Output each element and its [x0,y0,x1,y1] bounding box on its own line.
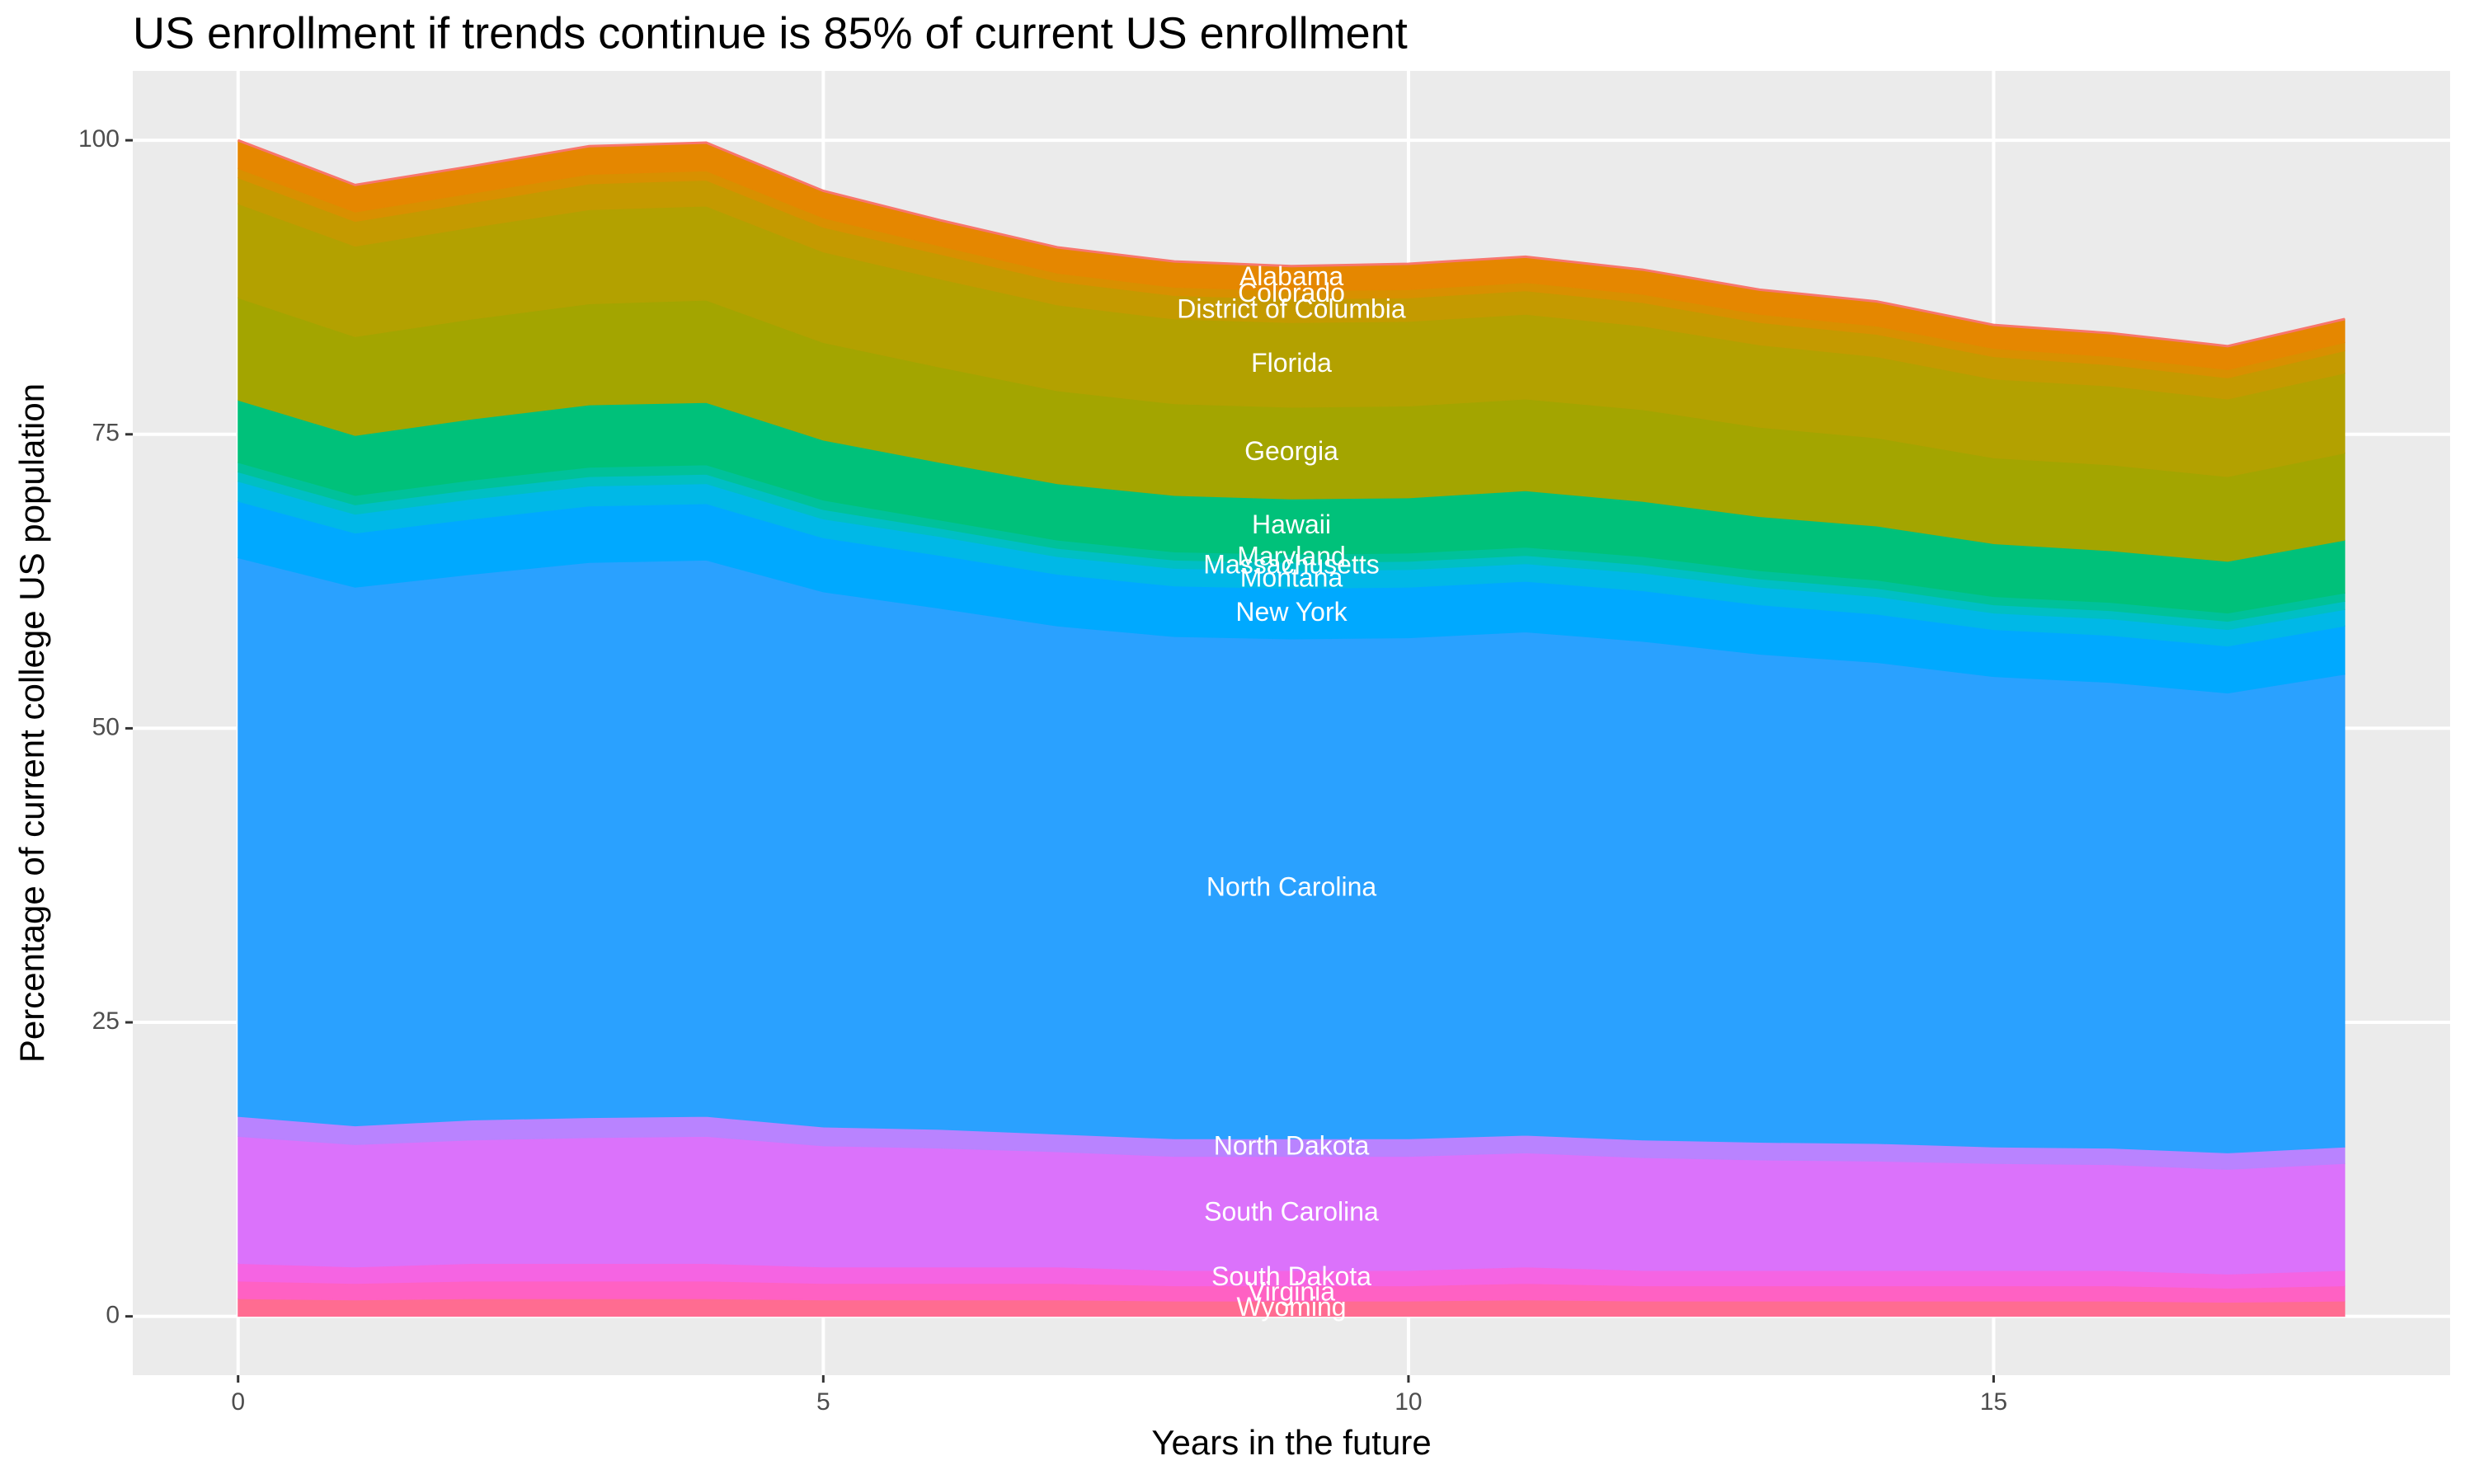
series-label: District of Columbia [1177,294,1406,323]
y-tick-label: 50 [92,713,120,740]
series-label: North Carolina [1206,872,1377,902]
chart-title: US enrollment if trends continue is 85% … [133,8,1408,58]
series-label: Florida [1251,348,1332,378]
y-tick-label: 25 [92,1007,120,1035]
series-label: Colorado [1238,278,1345,308]
top-outline [238,139,2345,348]
series-label: South Dakota [1211,1261,1371,1291]
series-label: Montana [1240,562,1343,592]
x-tick-label: 0 [231,1388,245,1416]
series-label: Wyoming [1236,1292,1346,1322]
x-tick-label: 10 [1395,1388,1422,1416]
series-label: South Carolina [1204,1196,1379,1226]
y-tick-label: 75 [92,420,120,447]
x-tick-label: 5 [816,1388,830,1416]
y-tick-label: 0 [106,1302,120,1329]
x-axis-label: Years in the future [1151,1423,1431,1462]
series-label: North Dakota [1214,1130,1370,1160]
series-label: Massachusetts [1203,550,1379,580]
series-label: New York [1235,597,1348,627]
y-axis-label: Percentage of current college US populat… [12,383,51,1063]
areas [238,139,2345,1317]
series-label: Hawaii [1252,510,1331,539]
series-label: Alabama [1239,261,1344,291]
series-label: Georgia [1244,436,1338,466]
axes: 0 25 50 75 100 0 5 10 15 [78,125,2007,1416]
x-tick-label: 15 [1980,1388,2007,1416]
series-label: Maryland [1237,542,1346,571]
series-label: Virginia [1248,1276,1335,1306]
y-tick-label: 100 [78,125,120,153]
